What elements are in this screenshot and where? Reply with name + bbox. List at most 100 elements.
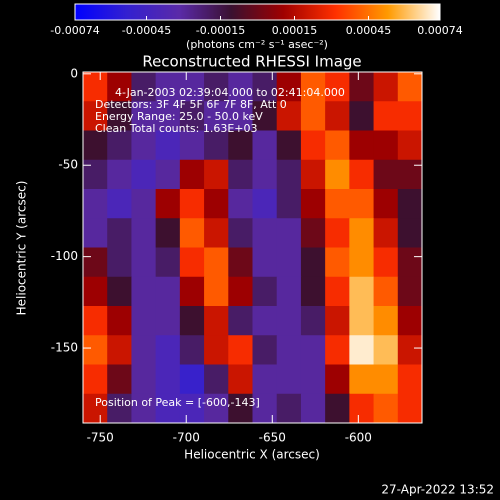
cell xyxy=(276,247,302,278)
cell xyxy=(228,364,253,395)
cell xyxy=(228,218,253,248)
cell xyxy=(325,218,350,248)
cell xyxy=(325,364,350,395)
cell xyxy=(349,393,375,424)
cell xyxy=(83,130,108,161)
annotation: Clean Total counts: 1.63E+03 xyxy=(95,122,258,135)
cell xyxy=(228,101,253,131)
cell xyxy=(325,247,350,278)
cell xyxy=(276,364,302,395)
cell xyxy=(228,393,253,424)
cell xyxy=(83,247,108,278)
heatmap xyxy=(83,72,423,424)
cell xyxy=(252,159,278,190)
cell xyxy=(107,335,132,365)
cell xyxy=(252,72,278,102)
cell xyxy=(107,364,132,395)
cell xyxy=(373,335,399,365)
cell xyxy=(252,101,278,131)
x-tick-label: -700 xyxy=(173,431,200,445)
cell xyxy=(204,335,229,365)
cell xyxy=(252,247,278,278)
cell xyxy=(397,189,423,219)
cell xyxy=(107,101,132,131)
cell xyxy=(83,276,108,307)
x-tick-label: -600 xyxy=(345,431,372,445)
cell xyxy=(373,364,399,395)
cell xyxy=(349,72,375,102)
cell xyxy=(131,247,157,278)
cell xyxy=(300,218,326,248)
cell xyxy=(252,364,278,395)
cell xyxy=(131,101,157,131)
x-tick-label: -650 xyxy=(259,431,286,445)
cell xyxy=(373,218,399,248)
cell xyxy=(276,393,302,424)
cell xyxy=(107,159,132,190)
cell xyxy=(397,130,423,161)
cell xyxy=(397,218,423,248)
colorbar-tick-label: 0.00045 xyxy=(346,24,392,37)
cell xyxy=(252,189,278,219)
cell xyxy=(228,189,253,219)
cell xyxy=(349,130,375,161)
cell xyxy=(325,393,350,424)
cell xyxy=(83,101,108,131)
timestamp: 27-Apr-2022 13:52 xyxy=(381,483,494,497)
annotation: 4-Jan-2003 02:39:04.000 to 02:41:04.000 xyxy=(115,86,345,99)
colorbar-tick-label: -0.00074 xyxy=(50,24,99,37)
cell xyxy=(131,335,157,365)
cell xyxy=(107,393,132,424)
cell xyxy=(397,247,423,278)
chart-title: Reconstructed RHESSI Image xyxy=(142,53,361,71)
cell xyxy=(107,276,132,307)
cell xyxy=(131,364,157,395)
cell xyxy=(325,159,350,190)
cell xyxy=(300,276,326,307)
cell xyxy=(179,218,205,248)
cell xyxy=(373,130,399,161)
peak-label: Position of Peak = [-600,-143] xyxy=(95,396,260,409)
cell xyxy=(204,393,229,424)
cell xyxy=(300,72,326,102)
cell xyxy=(252,218,278,248)
cell xyxy=(204,364,229,395)
cell xyxy=(131,393,157,424)
cell xyxy=(228,247,253,278)
cell xyxy=(252,306,278,336)
cell xyxy=(300,306,326,336)
cell xyxy=(325,130,350,161)
cell xyxy=(397,393,423,424)
cell xyxy=(373,276,399,307)
cell xyxy=(179,306,205,336)
colorbar-tick-label: -0.00015 xyxy=(196,24,245,37)
cell xyxy=(83,364,108,395)
cell xyxy=(349,159,375,190)
cell xyxy=(325,276,350,307)
cell xyxy=(397,72,423,102)
cell xyxy=(204,306,229,336)
cell xyxy=(155,189,181,219)
cell xyxy=(276,306,302,336)
cell xyxy=(131,306,157,336)
cell xyxy=(373,393,399,424)
cell xyxy=(325,189,350,219)
cell xyxy=(397,159,423,190)
cell xyxy=(397,306,423,336)
colorbar-tick-label: 0.00015 xyxy=(272,24,318,37)
cell xyxy=(228,159,253,190)
cell xyxy=(300,159,326,190)
cell xyxy=(204,218,229,248)
cell xyxy=(179,101,205,131)
y-tick-label: -100 xyxy=(51,249,78,263)
cell xyxy=(83,335,108,365)
cell xyxy=(179,159,205,190)
cell xyxy=(131,130,157,161)
cell xyxy=(373,72,399,102)
cell xyxy=(131,72,157,102)
cell xyxy=(155,130,181,161)
cell xyxy=(373,306,399,336)
cell xyxy=(179,335,205,365)
cell xyxy=(228,276,253,307)
